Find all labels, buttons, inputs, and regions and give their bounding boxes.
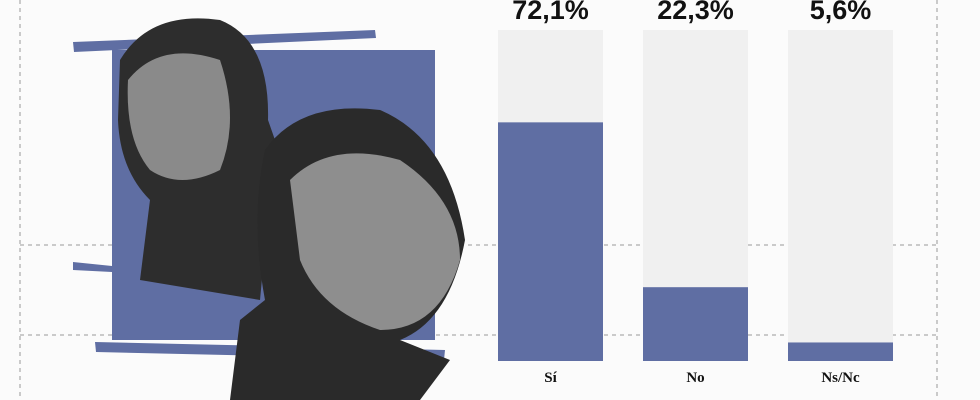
bar-track xyxy=(788,30,893,361)
x-tick-label: Sí xyxy=(544,370,557,386)
bar xyxy=(788,342,893,361)
bar xyxy=(498,122,603,361)
x-tick-label: No xyxy=(686,370,704,386)
value-label: 72,1% xyxy=(512,0,589,25)
photo-collage xyxy=(73,18,465,400)
value-label: 22,3% xyxy=(657,0,734,25)
bar xyxy=(643,287,748,361)
x-tick-label: Ns/Nc xyxy=(821,370,860,386)
value-label: 5,6% xyxy=(810,0,872,25)
